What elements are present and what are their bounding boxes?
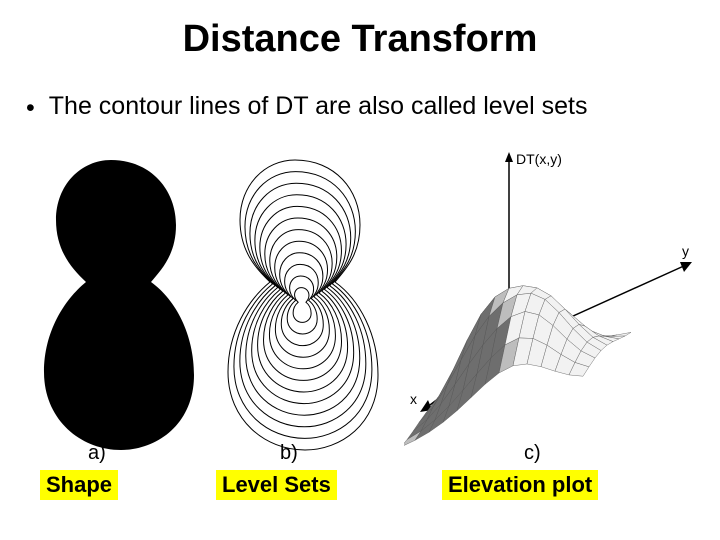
shape-fill [44,160,194,450]
axis-z-label: DT(x,y) [516,151,562,167]
caption-elevation: Elevation plot [442,470,598,500]
page-title: Distance Transform [0,18,720,61]
bullet-text: The contour lines of DT are also called … [49,92,588,121]
slide: Distance Transform • The contour lines o… [0,0,720,540]
figure-area: a) b) DT(x,y) y [26,150,694,450]
axis-y-label: y [682,243,689,259]
panel-c-label: c) [524,442,541,465]
axis-x-label: x [410,391,417,407]
bullet-dot: • [26,96,35,121]
panel-shape: a) [26,150,206,460]
panel-b-label: b) [280,442,298,465]
panel-elevation: DT(x,y) y x c) [404,150,694,460]
panel-a-label: a) [88,442,106,465]
elevation-surface [404,286,631,447]
shape-svg [26,150,206,460]
panel-levelsets: b) [210,150,390,460]
caption-shape: Shape [40,470,118,500]
caption-levelsets: Level Sets [216,470,337,500]
bullet-row: • The contour lines of DT are also calle… [26,92,694,121]
elevation-svg: DT(x,y) y x [404,150,694,460]
levelsets-svg [210,150,390,460]
